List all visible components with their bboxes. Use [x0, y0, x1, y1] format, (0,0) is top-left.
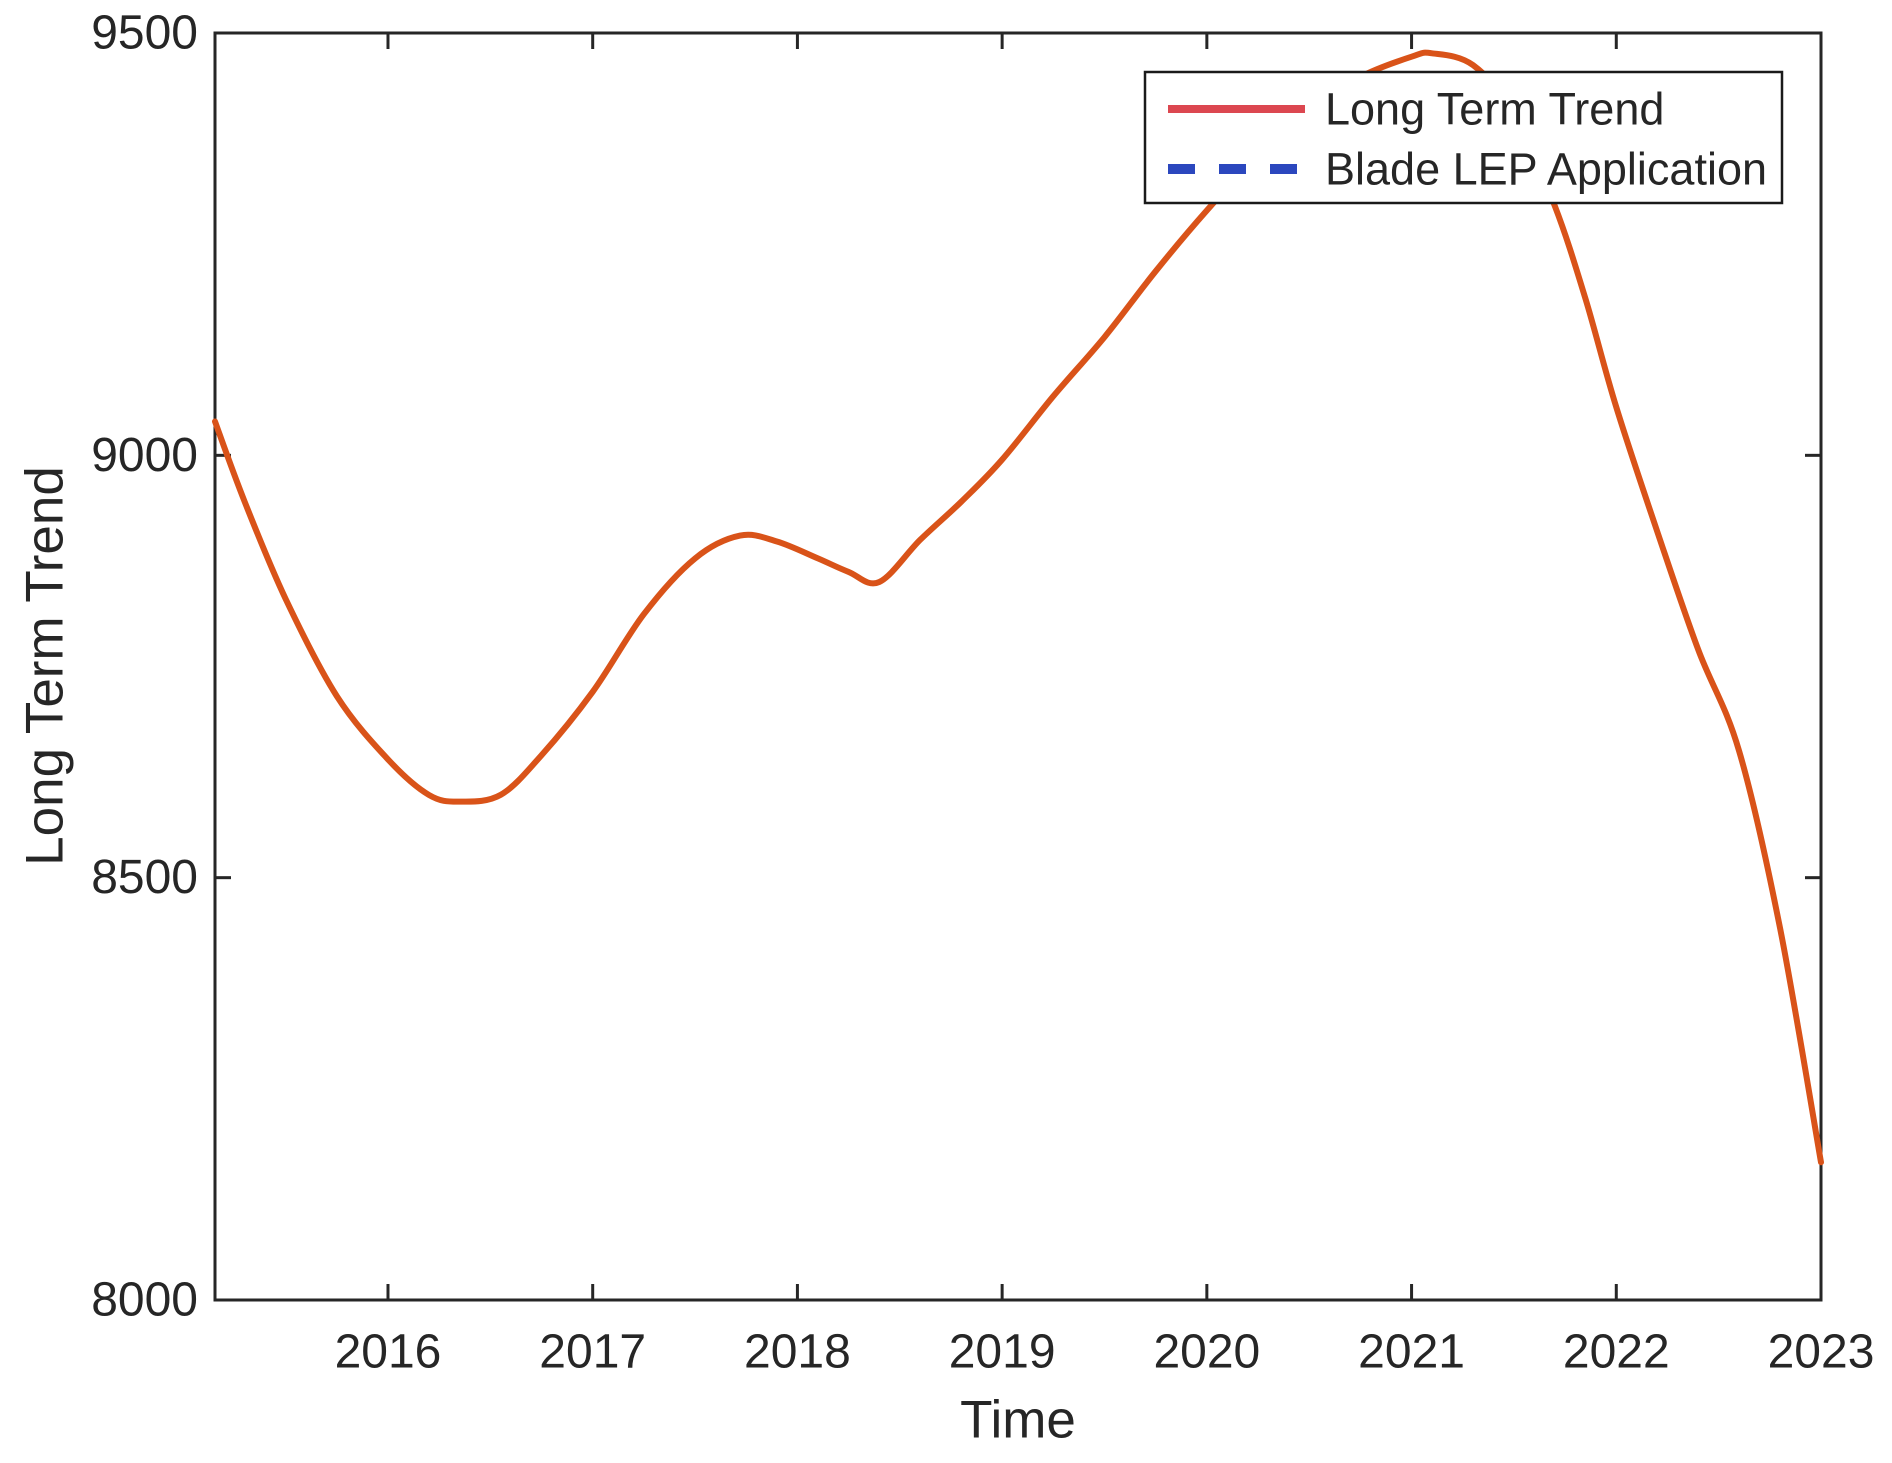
- x-tick-label: 2022: [1563, 1326, 1670, 1379]
- tick-marks: [215, 31, 1823, 1302]
- x-tick-label: 2019: [949, 1326, 1056, 1379]
- x-tick-label: 2016: [335, 1326, 442, 1379]
- y-tick-label: 9000: [91, 429, 198, 482]
- x-tick-labels: 2016 2017 2018 2019 2020 2021 2022 2023: [335, 1326, 1875, 1379]
- legend-entry-blade-lep-application: Blade LEP Application: [1325, 144, 1767, 195]
- x-tick-label: 2018: [744, 1326, 851, 1379]
- y-tick-label: 9500: [91, 7, 198, 60]
- y-tick-label: 8500: [91, 851, 198, 904]
- x-tick-label: 2020: [1153, 1326, 1260, 1379]
- plot-frame: [213, 31, 1823, 1302]
- x-axis-label: Time: [960, 1391, 1076, 1450]
- x-tick-label: 2017: [539, 1326, 646, 1379]
- legend-entry-long-term-trend: Long Term Trend: [1325, 84, 1664, 135]
- legend: Long Term Trend Blade LEP Application: [1143, 70, 1784, 205]
- y-tick-labels: 8000 8500 9000 9500: [91, 7, 198, 1327]
- legend-box: [1143, 70, 1784, 205]
- x-tick-label: 2023: [1768, 1326, 1875, 1379]
- long-term-trend-line: [212, 49, 1824, 1166]
- y-axis-label: Long Term Trend: [16, 466, 75, 866]
- y-tick-label: 8000: [91, 1274, 198, 1327]
- x-tick-label: 2021: [1358, 1326, 1465, 1379]
